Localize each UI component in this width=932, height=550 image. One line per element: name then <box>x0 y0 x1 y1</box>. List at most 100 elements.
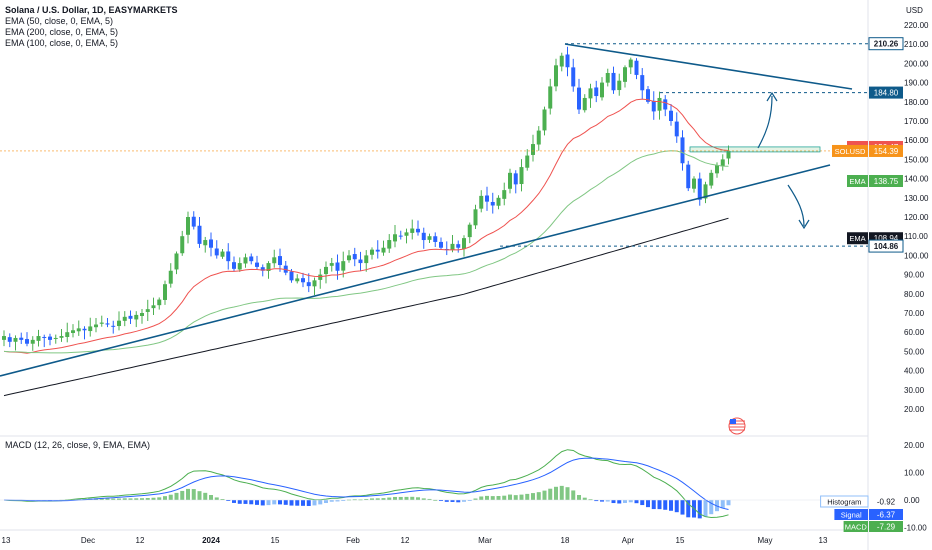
histogram-bar <box>272 500 277 505</box>
histogram-bar <box>278 500 282 505</box>
candle <box>272 257 277 264</box>
candle <box>335 262 340 271</box>
candle <box>439 241 443 248</box>
candle <box>117 320 121 327</box>
candle <box>163 284 167 300</box>
candle <box>341 261 346 271</box>
price-tick-label: 20.00 <box>904 405 925 414</box>
histogram-bar <box>674 500 679 513</box>
candle <box>48 336 52 340</box>
histogram-bar <box>122 498 127 500</box>
histogram-bar <box>669 500 673 511</box>
candle <box>582 97 587 111</box>
histogram-bar <box>312 500 317 506</box>
ema100-legend[interactable]: EMA (100, close, 0, EMA, 5) <box>5 38 119 48</box>
candle <box>594 87 599 97</box>
histogram-bar <box>381 498 386 500</box>
ema100-line <box>3 150 729 354</box>
candle <box>715 165 719 174</box>
histogram-bar <box>364 498 369 500</box>
candle <box>375 249 380 252</box>
time-tick-label: Mar <box>478 536 492 545</box>
candle <box>398 235 403 237</box>
histogram-bar <box>168 494 173 500</box>
histogram-bar <box>329 500 334 502</box>
histogram-bar <box>508 494 512 500</box>
price-tick-label: 160.00 <box>904 136 929 145</box>
histogram-bar <box>657 500 662 510</box>
candle <box>329 263 334 266</box>
candle <box>605 73 610 83</box>
candle <box>473 209 478 226</box>
candle <box>278 256 282 265</box>
candle <box>513 173 518 185</box>
price-label-text: 184.80 <box>874 89 899 98</box>
ema200-legend[interactable]: EMA (200, close, 0, EMA, 5) <box>5 27 119 37</box>
candle <box>13 337 18 342</box>
candle <box>508 172 512 189</box>
candle <box>387 240 392 249</box>
price-tick-label: 220.00 <box>904 21 929 30</box>
histogram-bar <box>191 489 196 500</box>
macd-value-text: -6.37 <box>877 511 896 520</box>
macd-tick-label: 20.00 <box>904 441 925 450</box>
candle <box>531 144 535 155</box>
price-label-box <box>869 144 903 157</box>
price-label-box <box>868 37 904 51</box>
histogram-bar <box>209 495 213 500</box>
time-tick-label: 13 <box>2 536 11 545</box>
price-label-box <box>868 239 904 253</box>
candle <box>186 217 190 235</box>
price-tick-label: 210.00 <box>904 40 929 49</box>
histogram-bar <box>594 500 599 502</box>
price-label-text: 210.26 <box>874 40 899 49</box>
macd-tag-text: Signal <box>841 511 862 520</box>
histogram-bar <box>387 497 392 500</box>
macd-value-label: Signal -6.37 <box>834 509 903 520</box>
candle <box>318 274 323 280</box>
histogram-bar <box>531 493 535 500</box>
candle <box>301 278 305 283</box>
time-tick-label: 15 <box>676 536 685 545</box>
candle <box>7 337 12 342</box>
histogram-bar <box>525 493 530 500</box>
price-tag-box <box>832 144 868 157</box>
macd-title[interactable]: MACD (12, 26, close, 9, EMA, EMA) <box>5 440 151 450</box>
histogram-bar <box>76 498 81 500</box>
candle <box>347 255 351 261</box>
candle <box>306 282 311 287</box>
histogram-bar <box>341 500 346 501</box>
histogram-bar <box>697 500 702 519</box>
candle <box>577 87 581 110</box>
candle <box>76 328 81 332</box>
price-tag-box <box>847 232 868 245</box>
histogram-bar <box>485 495 489 500</box>
candle <box>554 65 558 87</box>
price-label: 138.75 EMA <box>847 175 903 187</box>
macd-legend: MACD (12, 26, close, 9, EMA, EMA) <box>5 440 150 451</box>
ema50-legend[interactable]: EMA (50, close, 0, EMA, 5) <box>5 16 114 26</box>
candle <box>657 97 662 111</box>
candle <box>122 316 127 321</box>
histogram-bar <box>496 495 501 500</box>
histogram-bar <box>324 500 328 504</box>
candle <box>145 309 150 312</box>
candle <box>726 150 731 159</box>
histogram-bar <box>605 500 610 502</box>
histogram-bar <box>479 496 484 500</box>
histogram-bar <box>134 498 139 500</box>
macd-value-text: -0.92 <box>877 498 896 507</box>
candle <box>249 256 254 262</box>
histogram-bar <box>686 500 691 518</box>
macd-histogram <box>30 485 731 519</box>
candle <box>180 236 185 254</box>
candle <box>203 240 208 246</box>
price-label-text: 138.75 <box>874 177 899 186</box>
histogram-bar <box>295 500 300 506</box>
macd-value-label: Histogram -0.92 <box>820 495 903 508</box>
histogram-bar <box>174 492 179 500</box>
macd-tick-label: -10.00 <box>904 524 927 533</box>
histogram-bar <box>559 485 564 500</box>
candle <box>140 313 144 316</box>
